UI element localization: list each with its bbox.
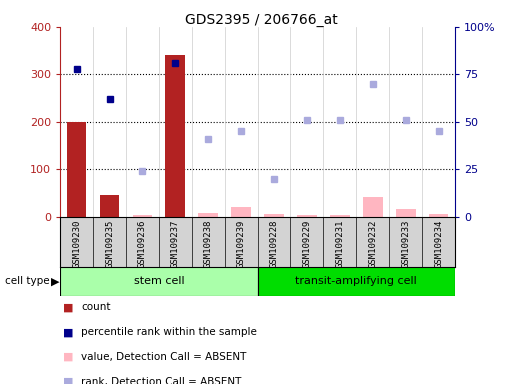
Bar xyxy=(363,197,383,217)
Bar xyxy=(100,195,119,217)
Bar xyxy=(429,214,448,217)
Bar xyxy=(67,122,86,217)
Bar xyxy=(132,215,152,217)
Text: GSM109230: GSM109230 xyxy=(72,220,81,268)
Text: GSM109236: GSM109236 xyxy=(138,220,147,268)
Bar xyxy=(257,267,455,296)
Text: ■: ■ xyxy=(63,327,73,337)
Text: GSM109231: GSM109231 xyxy=(335,220,344,268)
Text: value, Detection Call = ABSENT: value, Detection Call = ABSENT xyxy=(81,352,246,362)
Text: GSM109238: GSM109238 xyxy=(204,220,213,268)
Text: GSM109235: GSM109235 xyxy=(105,220,114,268)
Bar xyxy=(396,209,415,217)
Text: transit-amplifying cell: transit-amplifying cell xyxy=(295,276,417,286)
Text: cell type: cell type xyxy=(5,276,50,286)
Bar xyxy=(330,215,350,217)
Text: ■: ■ xyxy=(63,352,73,362)
Text: ▶: ▶ xyxy=(51,276,59,286)
Text: ■: ■ xyxy=(63,377,73,384)
Text: percentile rank within the sample: percentile rank within the sample xyxy=(81,327,257,337)
Text: rank, Detection Call = ABSENT: rank, Detection Call = ABSENT xyxy=(81,377,242,384)
Text: stem cell: stem cell xyxy=(133,276,184,286)
Text: GSM109237: GSM109237 xyxy=(171,220,180,268)
Text: GSM109234: GSM109234 xyxy=(434,220,443,268)
Text: GSM109229: GSM109229 xyxy=(302,220,311,268)
Text: GDS2395 / 206766_at: GDS2395 / 206766_at xyxy=(185,13,338,27)
Text: GSM109232: GSM109232 xyxy=(368,220,377,268)
Text: ■: ■ xyxy=(63,302,73,312)
Bar xyxy=(297,215,317,217)
Bar xyxy=(60,267,257,296)
Bar xyxy=(198,213,218,217)
Text: GSM109233: GSM109233 xyxy=(401,220,410,268)
Bar xyxy=(165,55,185,217)
Bar xyxy=(264,214,284,217)
Text: count: count xyxy=(81,302,110,312)
Bar xyxy=(231,207,251,217)
Text: GSM109228: GSM109228 xyxy=(269,220,279,268)
Text: GSM109239: GSM109239 xyxy=(236,220,246,268)
